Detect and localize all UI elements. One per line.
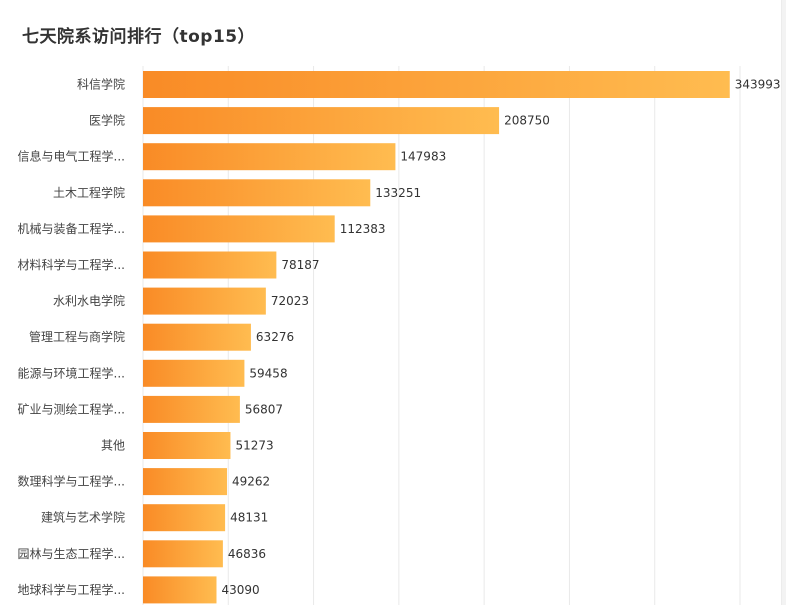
category-label: 材料科学与工程学... <box>18 257 125 272</box>
value-label: 112383 <box>340 222 386 236</box>
chart-title: 七天院系访问排行（top15） <box>22 27 256 47</box>
bar[interactable] <box>143 143 396 171</box>
category-label: 医学院 <box>89 113 125 128</box>
bar[interactable] <box>143 71 730 98</box>
value-label: 133251 <box>375 186 421 200</box>
value-label: 43090 <box>221 583 259 597</box>
value-label: 147983 <box>400 150 446 164</box>
right-divider <box>781 0 786 605</box>
bar[interactable] <box>143 251 277 279</box>
bar[interactable] <box>143 323 251 351</box>
category-label: 机械与装备工程学... <box>18 221 125 236</box>
category-label: 建筑与艺术学院 <box>41 510 125 525</box>
category-label: 能源与环境工程学... <box>18 365 125 380</box>
bar[interactable] <box>143 576 217 604</box>
category-label: 矿业与测绘工程学... <box>18 401 125 416</box>
bar[interactable] <box>143 504 226 532</box>
category-label: 其他 <box>101 439 125 453</box>
value-label: 56807 <box>245 402 283 416</box>
bars <box>143 71 730 604</box>
bar[interactable] <box>143 468 228 496</box>
value-label: 49262 <box>232 475 270 489</box>
category-label: 土木工程学院 <box>53 185 125 200</box>
value-label: 208750 <box>504 114 550 128</box>
bar[interactable] <box>143 359 245 387</box>
category-label: 数理科学与工程学... <box>18 474 125 489</box>
category-label: 管理工程与商学院 <box>29 329 125 344</box>
value-label: 63276 <box>256 330 294 344</box>
value-label: 51273 <box>235 439 273 453</box>
bar[interactable] <box>143 432 231 459</box>
bar[interactable] <box>143 395 240 423</box>
value-label: 59458 <box>249 366 287 380</box>
bar[interactable] <box>143 107 500 135</box>
labels: 科信学院 343993 医学院 208750 信息与电气工程学... 147983 土木工程… <box>18 77 781 597</box>
category-label: 水利水电学院 <box>53 293 125 308</box>
category-label: 地球科学与工程学... <box>18 582 125 597</box>
value-label: 343993 <box>735 78 781 92</box>
value-label: 46836 <box>228 547 266 561</box>
bar[interactable] <box>143 179 371 207</box>
bar[interactable] <box>143 215 335 243</box>
value-label: 48131 <box>230 511 268 525</box>
bar[interactable] <box>143 287 266 315</box>
value-label: 78187 <box>281 258 319 272</box>
bar[interactable] <box>143 540 223 568</box>
category-label: 科信学院 <box>77 77 125 92</box>
value-label: 72023 <box>271 294 309 308</box>
category-label: 园林与生态工程学... <box>18 546 125 561</box>
category-label: 信息与电气工程学... <box>18 149 125 164</box>
